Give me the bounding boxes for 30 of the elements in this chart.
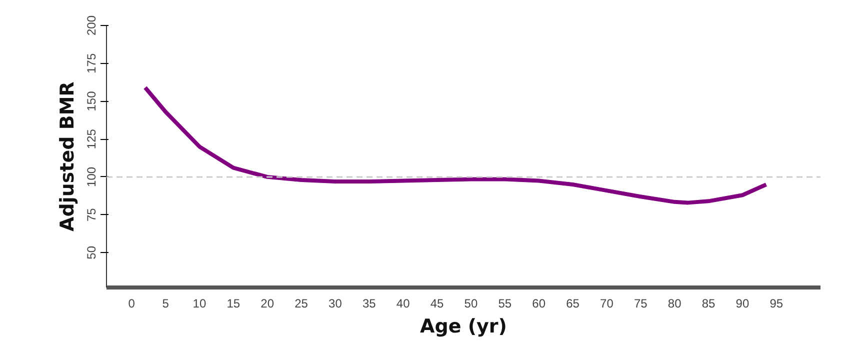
x-tick-label: 45 [430, 296, 444, 310]
y-tick-label: 125 [84, 128, 98, 150]
x-tick-label: 85 [702, 296, 716, 310]
x-tick-label: 40 [396, 296, 410, 310]
x-tick-label: 0 [128, 296, 136, 310]
x-tick-label: 30 [328, 296, 342, 310]
y-tick-label: 50 [84, 246, 98, 260]
y-tick-label: 200 [84, 15, 98, 36]
y-tick-label: 175 [84, 53, 98, 74]
x-tick-label: 20 [260, 296, 274, 310]
x-tick-label: 95 [770, 296, 784, 310]
x-tick-label: 35 [362, 296, 376, 310]
x-tick-label: 60 [532, 296, 546, 310]
x-tick-label: 25 [294, 296, 308, 310]
x-tick-label: 75 [634, 296, 648, 310]
x-tick-label: 65 [566, 296, 580, 310]
x-tick-label: 5 [162, 296, 170, 310]
x-axis-title: Age (yr) [420, 316, 507, 338]
x-tick-label: 80 [668, 296, 682, 310]
x-tick-label: 90 [736, 296, 750, 310]
line-series [143, 86, 768, 205]
x-tick-label: 15 [226, 296, 240, 310]
y-axis-title: Adjusted BMR [56, 81, 78, 232]
x-tick-label: 10 [192, 296, 206, 310]
y-tick-label: 75 [84, 208, 98, 222]
x-tick-label: 50 [464, 296, 478, 310]
y-tick-label: 100 [84, 166, 98, 187]
y-tick-label: 150 [84, 90, 98, 112]
x-tick-label: 55 [498, 296, 512, 310]
x-tick-label: 70 [600, 296, 614, 310]
